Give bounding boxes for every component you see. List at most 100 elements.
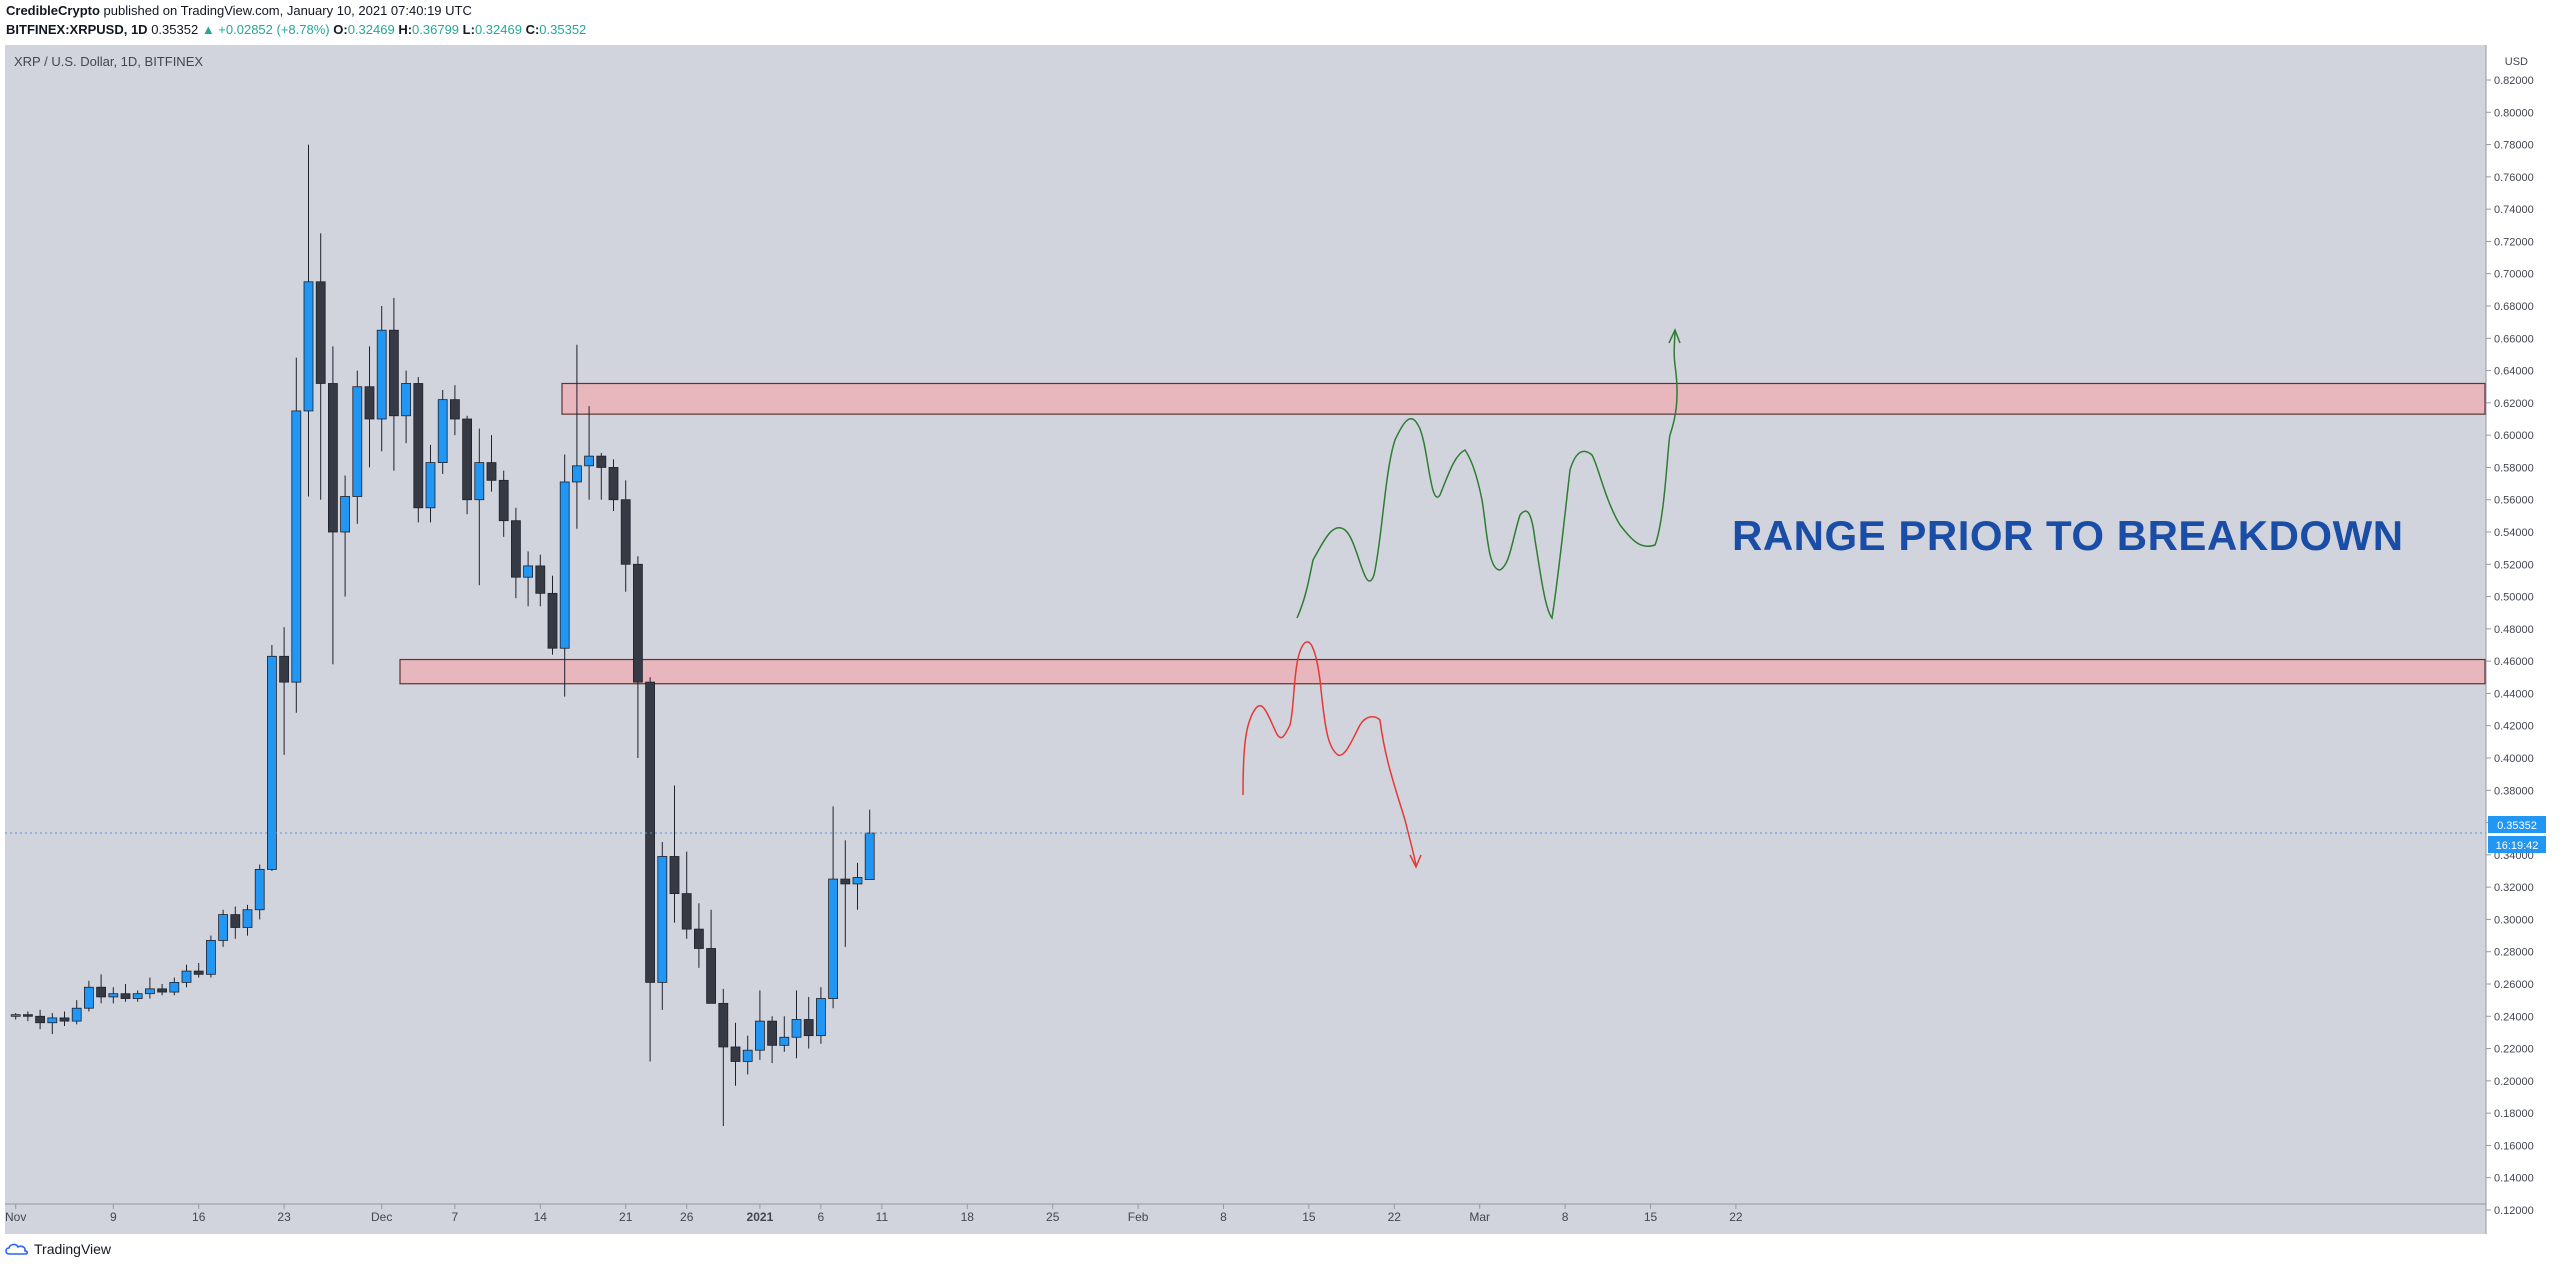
candle[interactable] [291,357,302,713]
candle[interactable] [96,974,106,1004]
candle[interactable] [327,346,338,665]
candle[interactable] [22,1011,33,1022]
time-tick-label: 7 [452,1210,459,1224]
candle[interactable] [657,841,668,1010]
candle[interactable] [669,785,680,923]
candle[interactable] [193,963,204,978]
candle[interactable] [376,306,387,452]
candle[interactable] [852,862,863,910]
candle[interactable] [498,470,509,537]
candle[interactable] [681,851,692,939]
candle[interactable] [108,987,119,1004]
candle-body [669,856,680,895]
time-tick-label: 9 [110,1210,117,1224]
candle[interactable] [218,909,229,947]
price-tag: 0.35352 16:19:42 [2488,816,2546,853]
candle[interactable] [413,377,424,523]
candle[interactable] [742,1035,753,1075]
time-tick-label: 22 [1729,1210,1743,1224]
candle-body [755,1020,765,1051]
time-tick-label: 26 [680,1210,694,1224]
candle[interactable] [645,677,655,1062]
candle[interactable] [706,909,716,1004]
candle[interactable] [266,645,277,871]
zone-upper-range[interactable] [561,382,2486,415]
price-tick-label: 0.14000 [2494,1173,2534,1185]
candle[interactable] [779,1016,790,1052]
candle[interactable] [144,977,155,999]
candle-body [547,592,558,649]
candle[interactable] [352,370,363,524]
candle[interactable] [864,809,875,880]
candle[interactable] [169,977,180,996]
price-tick-label: 0.44000 [2494,688,2534,700]
time-tick-label: 8 [1562,1210,1569,1224]
candle[interactable] [791,990,802,1059]
tradingview-logo[interactable]: TradingView [4,1241,111,1257]
candle[interactable] [47,1013,58,1035]
candle[interactable] [730,1022,741,1086]
candle[interactable] [242,904,253,936]
candle[interactable] [157,984,168,996]
time-tick-label: Mar [1469,1210,1490,1224]
red-arrowhead [1409,854,1422,869]
candle[interactable] [608,459,619,512]
candle[interactable] [181,964,192,988]
candle[interactable] [633,556,643,758]
candle-body [620,499,631,565]
candle[interactable] [755,990,765,1060]
zone-lower-range[interactable] [399,658,2486,685]
candle[interactable] [474,428,485,586]
candle[interactable] [279,627,290,755]
candle[interactable] [84,980,94,1012]
candle[interactable] [840,840,851,947]
candle-body [584,455,594,467]
candle[interactable] [120,984,131,1002]
candle[interactable] [10,1013,21,1020]
author-name[interactable]: CredibleCrypto [6,3,100,18]
candle[interactable] [547,575,558,655]
candle[interactable] [71,1000,82,1025]
time-axis: Nov 9 16 23 Dec 7 14 21 26 2021 6 11 18 25 Feb 8 15 22 Mar… [5,1204,1743,1224]
candle[interactable] [718,988,729,1127]
candle[interactable] [303,144,314,497]
candle[interactable] [559,454,570,697]
candle[interactable] [230,906,241,939]
candle-body [791,1019,802,1038]
candle[interactable] [803,996,814,1049]
candle[interactable] [572,344,582,529]
candle[interactable] [828,806,838,1009]
candle[interactable] [425,444,436,523]
candle[interactable] [767,1016,777,1064]
candle[interactable] [437,389,448,474]
candle[interactable] [388,297,399,471]
candle[interactable] [596,452,607,500]
candle[interactable] [59,1011,70,1026]
candle[interactable] [132,990,143,1002]
candle-body [742,1049,753,1062]
candle[interactable] [584,406,594,500]
candle[interactable] [486,435,497,492]
candle-body [401,383,412,417]
candle[interactable] [205,935,216,978]
candle[interactable] [523,551,533,607]
candle[interactable] [462,415,473,515]
candle[interactable] [364,346,375,468]
candle[interactable] [816,987,826,1044]
candle[interactable] [35,1009,45,1030]
candle[interactable] [340,475,351,597]
candle[interactable] [620,480,631,592]
candle[interactable] [694,903,704,968]
chart-area[interactable] [5,45,2486,1234]
price-tick-label: 0.74000 [2494,204,2534,216]
candle[interactable] [401,370,412,444]
candle[interactable] [535,554,546,607]
candle[interactable] [510,507,521,599]
candle[interactable] [254,864,265,920]
candle[interactable] [315,233,326,500]
price-tick-label: 0.24000 [2494,1011,2534,1023]
candle[interactable] [449,385,460,436]
candle-body [157,988,168,993]
candle-body [71,1007,82,1022]
